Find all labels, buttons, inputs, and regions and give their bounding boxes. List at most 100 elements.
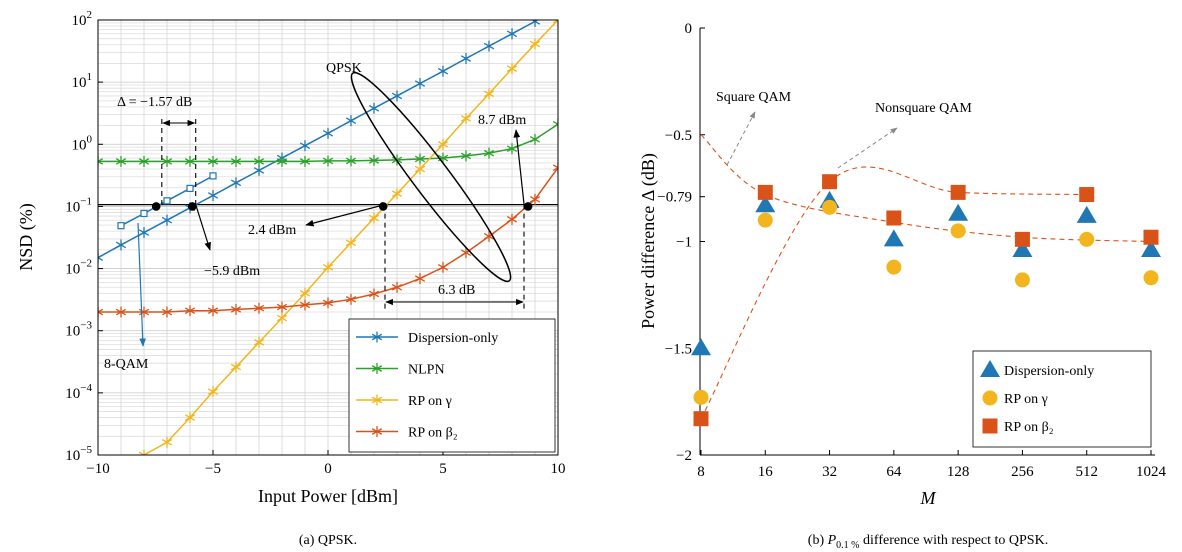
data-point [883,229,904,247]
legend-marker [371,331,383,343]
delta-annotation: Δ = −1.57 dB [117,95,192,110]
data-point [1079,187,1095,203]
series-a [98,20,558,455]
series-b [691,174,1161,427]
y-tick-label-a: 10−3 [65,320,92,340]
y-tick-label-a: 10−2 [65,258,92,278]
data-point [693,411,709,427]
data-point [414,78,426,90]
x-tick-label-b: 1024 [1136,464,1167,480]
data-point [437,138,449,150]
data-point [186,184,194,193]
y-tick-label-b: −1 [676,235,692,251]
data-point [138,227,150,239]
data-point [1079,231,1095,247]
data-point [886,259,902,275]
span-annotation: 6.3 dB [438,283,475,298]
data-point [822,174,838,190]
data-point [322,155,334,167]
legend-marker [980,360,1000,377]
data-point [755,195,776,213]
y-tick-label-b: −0.5 [665,128,692,144]
x-tick-label-b: 128 [947,464,970,480]
data-point [368,102,380,114]
data-point [483,40,495,52]
legend-marker [982,390,998,406]
x-tick-label-a: 10 [551,461,566,477]
data-point [98,252,104,264]
nonsquare-qam-label: Nonsquare QAM [875,101,972,116]
data-point [1014,272,1030,288]
caption-b: (b) P0.1 % difference with respect to QP… [808,533,1048,551]
data-point [368,154,380,166]
square-qam-label: Square QAM [716,90,792,105]
legend-entry: RP on β₂ [356,426,458,441]
legend-b: Dispersion-only RP on γ RP on β₂ [972,350,1152,448]
data-point [506,213,518,225]
data-point [253,302,265,314]
qpsk-label: QPSK [326,61,362,76]
data-point [822,199,838,215]
data-point [345,155,357,167]
legend-label: RP on β₂ [1004,420,1054,435]
x-tick-label-b: 256 [1011,464,1034,480]
data-point [230,155,242,167]
data-point [276,301,288,313]
data-point [1012,240,1033,258]
legend-marker [371,426,383,437]
data-point [184,412,196,424]
data-point [115,306,127,318]
x-tick-label-b: 512 [1075,464,1098,480]
annotations-b: Square QAM Nonsquare QAM [716,90,972,169]
data-point [368,288,380,300]
legend-marker [371,363,383,374]
x-tick-label-b: 32 [822,464,837,480]
data-point [299,287,311,299]
data-point [161,214,173,226]
data-point [691,338,711,356]
fit-curve-1 [700,166,1087,419]
legend-label: RP on γ [408,394,452,409]
x-tick-label-b: 16 [758,464,774,480]
data-point [299,140,311,152]
data-point [138,449,150,455]
y-tick-label-a: 102 [72,9,93,29]
data-point [529,38,541,50]
y-tick-label-b: −1.5 [665,341,692,357]
y-tick-label-a: 10−1 [65,195,92,215]
legend-entry: RP on γ [982,390,1048,407]
p24-label: 2.4 dBm [248,223,296,238]
data-point [276,312,288,324]
data-point [207,305,219,317]
data-point [529,193,541,205]
data-point [391,90,403,102]
data-point [163,197,171,205]
data-point [529,133,541,145]
x-tick-label-b: 8 [697,464,705,480]
x-tick-label-a: −10 [86,461,109,477]
data-point [1076,205,1097,223]
x-tick-label-b: 64 [886,464,902,480]
data-point [207,189,219,201]
data-point [253,336,265,348]
data-point [414,153,426,165]
data-point [483,88,495,100]
data-point [757,212,773,228]
legend-marker [982,418,998,434]
y-tick-label-a: 100 [72,133,93,153]
y-axis-label-a: NSD (%) [16,203,37,271]
data-point [276,155,288,167]
data-point [483,147,495,159]
data-point [552,20,558,26]
chart-a: Δ = −1.57 dB 6.3 dB QPSK 8.7 dBm 2.4 dBm… [16,9,566,548]
marked-point [188,202,197,211]
data-point [138,155,150,167]
data-point [950,184,966,200]
data-point [529,20,541,27]
data-point [1014,231,1030,247]
data-point [322,261,334,273]
data-point [115,155,127,167]
y-tick-label-b: −0.79 [657,190,692,206]
legend-entry: RP on β₂ [982,418,1054,435]
data-point [391,281,403,293]
